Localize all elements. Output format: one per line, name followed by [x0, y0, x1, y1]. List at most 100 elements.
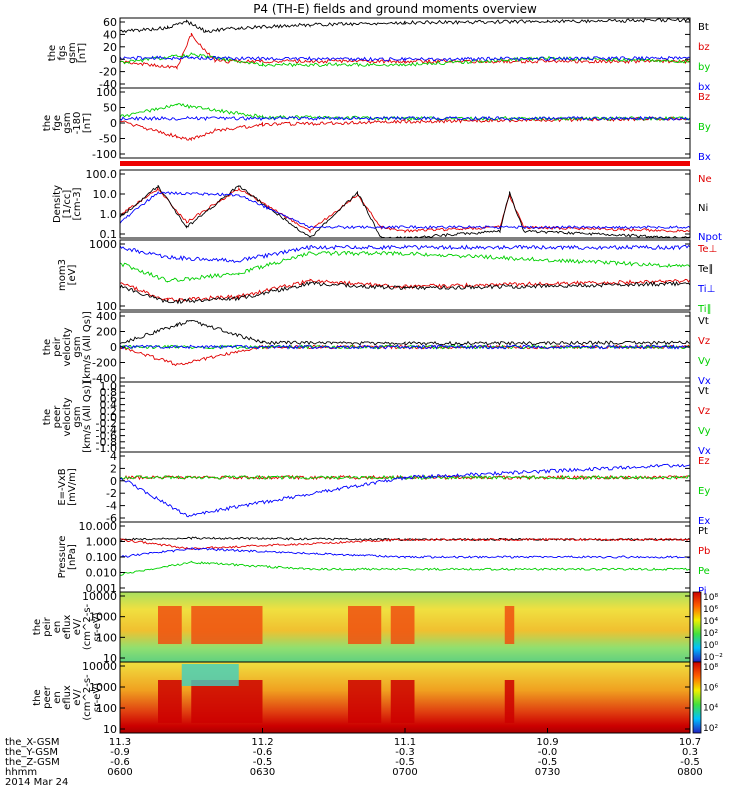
y-axis-label: en	[52, 691, 63, 704]
panel-frame	[119, 381, 691, 453]
y-axis-label: velocity	[62, 327, 73, 366]
legend-Ex: Ex	[698, 516, 710, 527]
y-axis-label: Density	[52, 185, 63, 223]
y-tick-label: 20	[103, 41, 117, 54]
y-tick-label: -2	[106, 487, 117, 500]
y-axis-label: -180	[72, 112, 83, 135]
series-Bt	[119, 17, 691, 34]
colorbar-label: 10⁴	[703, 617, 718, 627]
x-tick-label: -0.5	[395, 757, 415, 768]
spectrogram-band-3	[390, 680, 415, 723]
y-axis-label: E=-VxB	[57, 468, 68, 505]
x-tick-label: -0.5	[538, 757, 558, 768]
y-tick-label: -0.8	[96, 436, 117, 449]
y-tick-label: 0.0	[100, 411, 118, 424]
y-axis-label: [1/cc]	[62, 190, 73, 219]
y-axis-label: (cm^2-s-	[82, 603, 93, 650]
x-tick-label: -0.6	[253, 747, 273, 758]
panel-frame	[119, 169, 691, 239]
y-tick-label: 10	[103, 723, 117, 736]
y-tick-label: 10.0	[93, 188, 118, 201]
legend-Bx: Bx	[698, 152, 711, 163]
x-row-label: 2014 Mar 24	[5, 777, 68, 788]
y-axis-label: en	[52, 621, 63, 634]
legend-Te∥: Te∥	[697, 264, 714, 275]
y-tick-label: -50	[99, 133, 117, 146]
y-tick-label: 1000	[89, 611, 117, 624]
y-tick-label: 0.8	[100, 386, 118, 399]
series-Pe	[119, 560, 691, 576]
y-tick-label: 0	[110, 53, 117, 66]
spectrogram-band-4	[504, 606, 515, 644]
y-tick-label: 10	[103, 652, 117, 665]
series-Ne	[120, 186, 691, 234]
y-tick-label: 200	[96, 326, 117, 339]
y-axis-label: sr-eV)	[92, 683, 103, 712]
x-row-label: the_Z-GSM	[5, 757, 60, 768]
series-Pi	[119, 547, 691, 559]
x-row-label: hhmm	[5, 767, 37, 778]
legend-Ti⊥: Ti⊥	[697, 284, 715, 295]
y-tick-label: 1000	[89, 238, 117, 251]
y-axis-label: the	[42, 339, 53, 355]
time-axis: 11.3-0.9-0.6060011.2-0.6-0.5063011.1-0.3…	[5, 728, 703, 788]
y-tick-label: 1.0	[100, 208, 118, 221]
y-tick-label: 100	[96, 86, 117, 99]
y-tick-label: 2	[110, 462, 117, 475]
x-tick-label: 11.2	[251, 737, 273, 748]
y-axis-label: gsm	[72, 336, 83, 357]
x-tick-label: -0.5	[680, 757, 700, 768]
y-tick-label: 0	[110, 341, 117, 354]
colorbar	[692, 661, 702, 734]
x-tick-label: 0730	[535, 767, 560, 778]
series-Ti∥	[119, 250, 691, 283]
y-tick-label: 40	[103, 28, 117, 41]
x-tick-label: -0.0	[538, 747, 558, 758]
spectrogram-band-4	[504, 680, 515, 723]
y-tick-label: 1000	[89, 681, 117, 694]
y-tick-label: -6	[106, 512, 117, 525]
y-tick-label: 100	[96, 300, 117, 313]
series-Te∥	[119, 280, 691, 305]
legend-Vt: Vt	[698, 316, 709, 327]
spectrogram-band-2	[348, 606, 382, 644]
y-tick-label: 0.6	[100, 392, 118, 405]
legend-Vz: Vz	[698, 406, 710, 417]
x-row-label: the_X-GSM	[5, 737, 59, 748]
x-tick-label: 11.3	[109, 737, 131, 748]
y-axis-label: the	[32, 619, 43, 635]
y-axis-label: eflux	[62, 615, 73, 640]
y-tick-label: -1.0	[96, 442, 117, 455]
legend-Ni: Ni	[698, 203, 708, 214]
series-Bz	[119, 116, 691, 142]
y-axis-label: [km/s (All Qs)]	[82, 381, 93, 453]
y-tick-label: 10.000	[79, 520, 118, 533]
x-tick-label: 0600	[107, 767, 132, 778]
legend-Bt: Bt	[698, 22, 709, 33]
colorbar-label: 10⁸	[703, 593, 718, 603]
x-tick-label: 0700	[392, 767, 417, 778]
legend-Pt: Pt	[698, 526, 708, 537]
y-axis-label: eV/	[72, 689, 83, 706]
y-tick-label: 0	[110, 117, 117, 130]
legend-Ti∥: Ti∥	[697, 304, 712, 315]
series-bz	[119, 32, 691, 70]
x-tick-label: -0.3	[395, 747, 415, 758]
series-Vt	[119, 320, 691, 346]
y-tick-label: -4	[106, 500, 117, 513]
legend-Pi: Pi	[698, 586, 707, 597]
legend-Vx: Vx	[698, 376, 711, 387]
y-tick-label: 0	[110, 475, 117, 488]
legend-Vy: Vy	[698, 356, 711, 367]
panel-peir_velocity: 400 200 0 -200 -400 the peir velocity gsm [km/s (…	[42, 310, 711, 387]
x-tick-label: 11.1	[394, 737, 416, 748]
legend-Ne: Ne	[698, 174, 712, 185]
y-tick-label: -40	[99, 78, 117, 91]
panel-peer_eflux: 10⁸ 10⁶ 10⁴ 10² 10000 1000 100 10 the peer en eflux…	[32, 660, 718, 736]
y-tick-label: 10000	[82, 590, 117, 603]
panel-fge: 100 50 0 -50 -100 the fge gsm -180 [nT] Bz By Bx	[42, 86, 711, 163]
spectrogram-band-1	[191, 606, 263, 644]
